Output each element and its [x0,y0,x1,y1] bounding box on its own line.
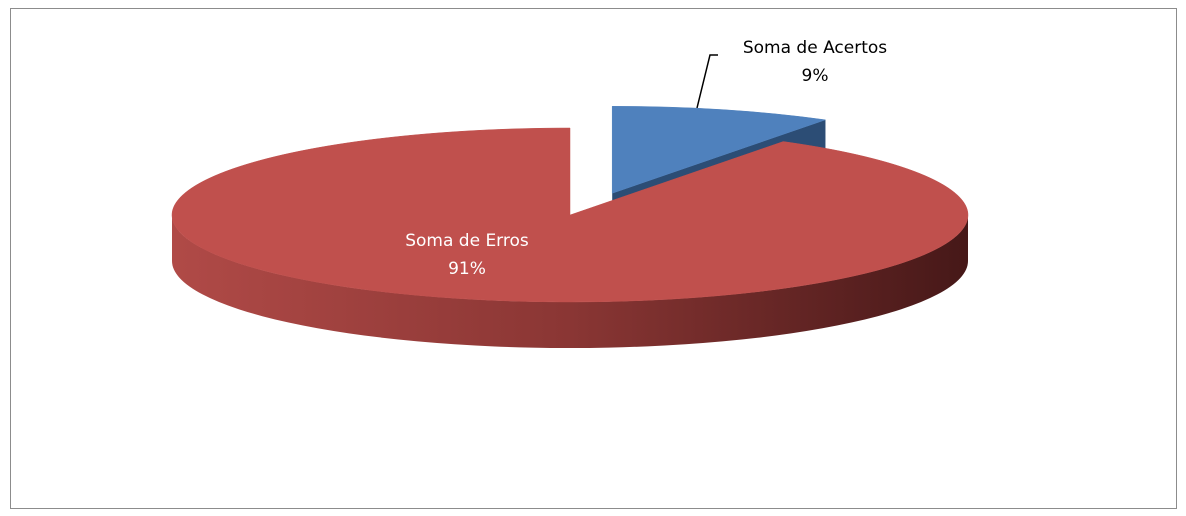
slice-value-label: 91% [448,259,486,279]
slice-label: Soma de Acertos [743,38,887,58]
slice-side [172,215,968,348]
leader-line [696,54,718,109]
slice-value-label: 9% [802,66,829,86]
slice [611,106,826,194]
slice [171,127,969,303]
pie: Soma de Acertos 9% Soma de Erros 91% [171,38,969,348]
slice-label: Soma de Erros [405,231,529,251]
